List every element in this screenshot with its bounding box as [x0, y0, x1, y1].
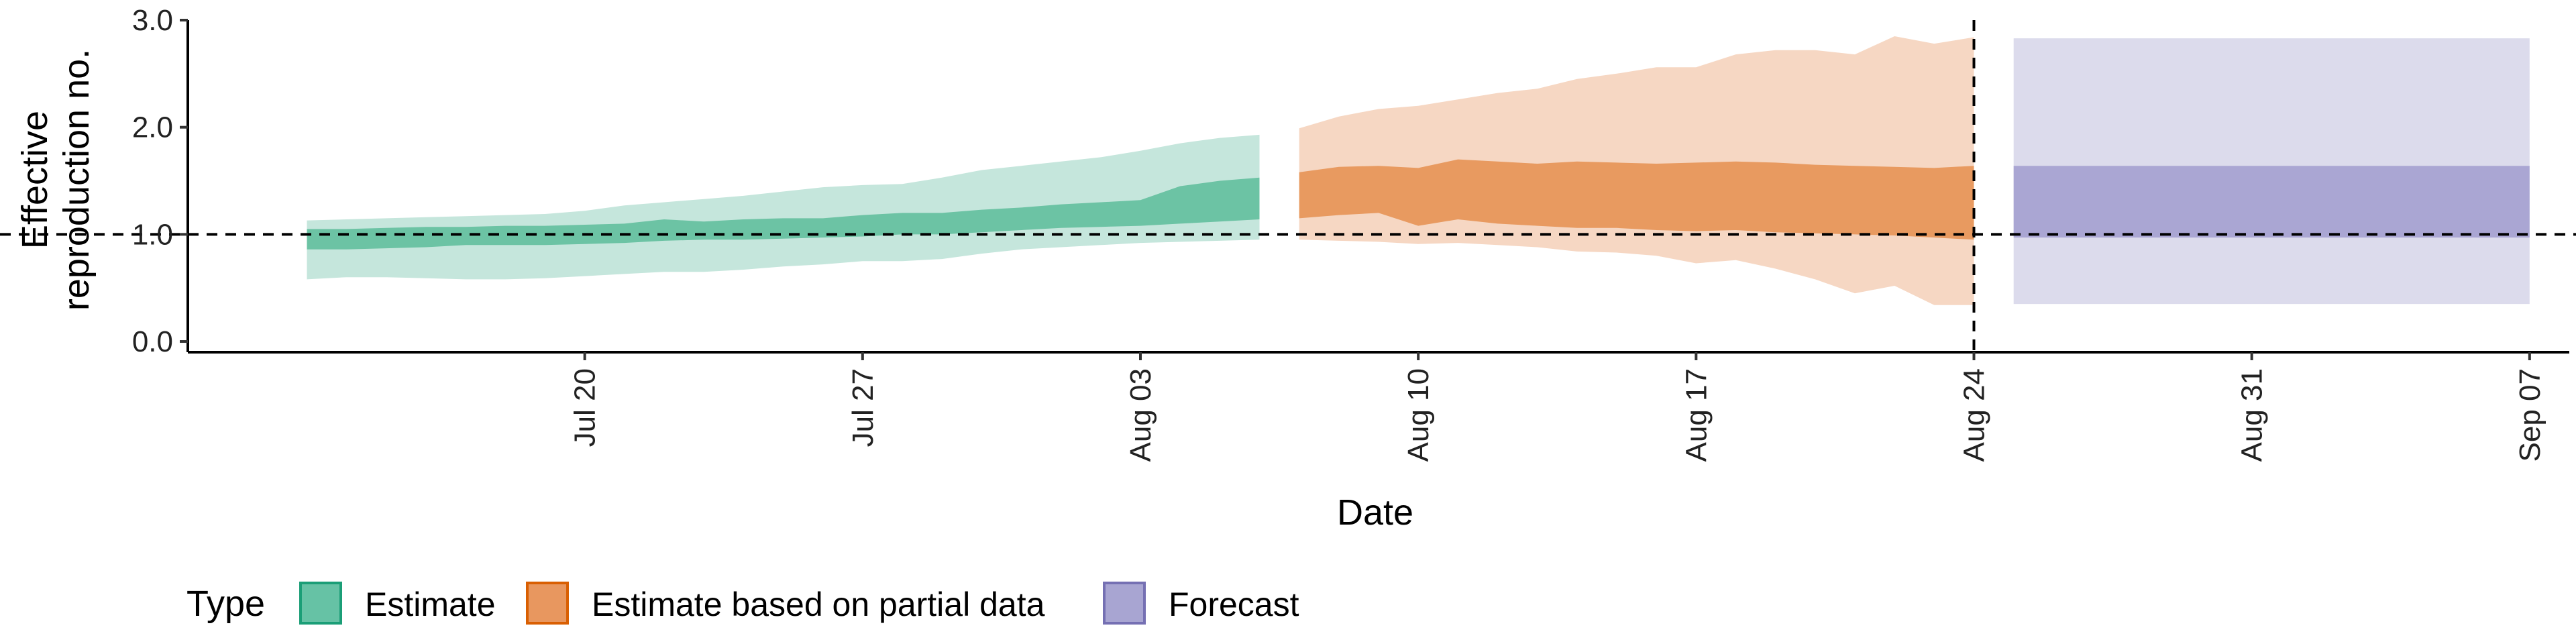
band-50-estimate-based-on-partial-data — [1299, 159, 1974, 240]
legend-key-partial — [526, 582, 569, 625]
legend-label-partial: Estimate based on partial data — [592, 586, 1045, 623]
y-tick-label: 3.0 — [132, 4, 173, 37]
x-tick-label: Aug 24 — [1958, 368, 1991, 462]
y-tick-label: 2.0 — [132, 111, 173, 144]
y-axis-title-line-2: reproduction no. — [56, 49, 97, 311]
x-axis-title: Date — [1337, 492, 1413, 533]
legend-title: Type — [186, 584, 265, 624]
x-tick-label: Aug 17 — [1680, 368, 1713, 462]
x-tick-label: Aug 10 — [1402, 368, 1435, 462]
y-tick-label: 1.0 — [132, 218, 173, 251]
x-tick-label: Jul 20 — [569, 368, 602, 447]
band-50-estimate — [307, 177, 1260, 250]
legend-label-estimate: Estimate — [365, 586, 496, 623]
x-tick-label: Aug 31 — [2236, 368, 2269, 462]
x-tick-label: Aug 03 — [1124, 368, 1157, 462]
x-tick-label: Jul 27 — [847, 368, 879, 447]
x-ticks: Jul 20 Jul 27 Aug 03 Aug 10 Aug 17 Aug 24 Aug … — [569, 352, 2546, 462]
legend-key-estimate — [299, 582, 342, 625]
bands-layer — [307, 36, 2530, 305]
legend-label-forecast: Forecast — [1169, 586, 1299, 623]
y-ticks: 0.0 1.0 2.0 3.0 — [132, 4, 188, 358]
legend-key-forecast — [1103, 582, 1146, 625]
band-50-forecast — [2013, 166, 2530, 238]
x-tick-label: Sep 07 — [2514, 368, 2546, 462]
legend: Type Estimate Estimate based on partial … — [186, 582, 1299, 625]
y-tick-label: 0.0 — [132, 325, 173, 358]
y-axis-title-line-1: Effective — [15, 111, 55, 249]
reference-lines — [0, 20, 2576, 352]
